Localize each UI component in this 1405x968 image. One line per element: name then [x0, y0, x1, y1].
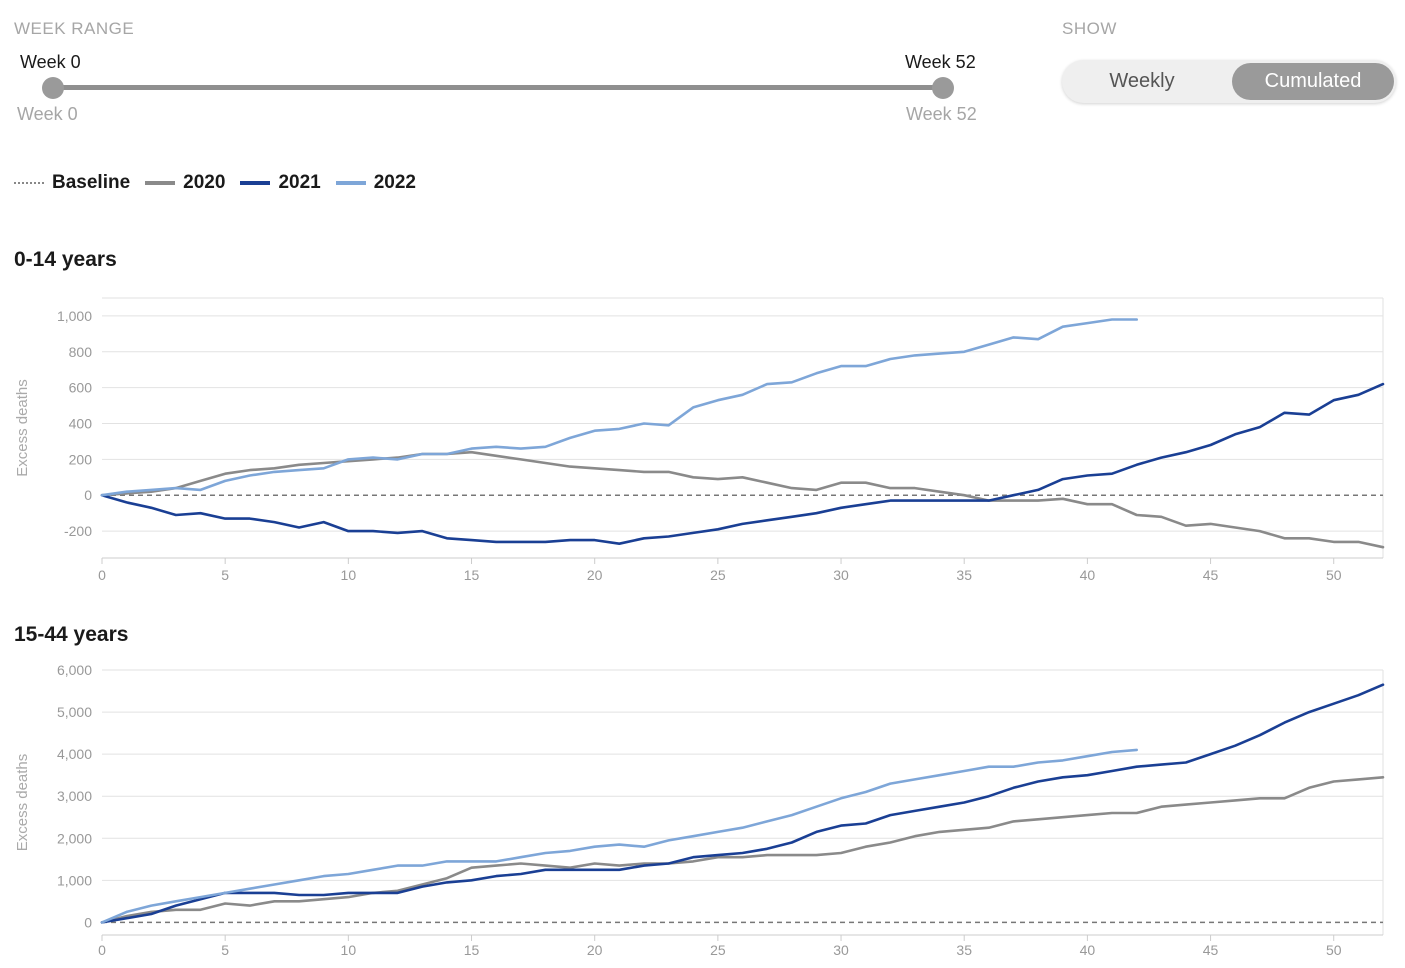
- x-tick-label: 25: [710, 567, 726, 583]
- show-label: SHOW: [1062, 19, 1117, 38]
- chart-title-15-44: 15-44 years: [14, 623, 129, 646]
- x-tick-label: 5: [221, 942, 229, 958]
- week-range-label: WEEK RANGE: [14, 19, 135, 38]
- week-range-start-handle[interactable]: [42, 77, 64, 99]
- legend-swatch-2020: [145, 181, 176, 185]
- y-tick-label: 6,000: [57, 662, 92, 678]
- x-tick-label: 20: [587, 942, 603, 958]
- cumulated-option[interactable]: Cumulated: [1232, 63, 1394, 100]
- legend-swatch-baseline: [14, 182, 44, 184]
- series-line-2022: [100, 318, 1138, 497]
- x-tick-label: 10: [341, 567, 357, 583]
- y-axis-label: Excess deaths: [14, 754, 31, 852]
- x-tick-label: 35: [956, 942, 972, 958]
- x-tick-label: 15: [464, 942, 480, 958]
- legend-label-2022: 2022: [373, 172, 416, 193]
- y-tick-label: 0: [84, 914, 92, 930]
- legend-item-2022: 2022: [335, 172, 416, 194]
- series-line-2020: [100, 776, 1385, 924]
- y-tick-label: 200: [69, 451, 93, 467]
- y-tick-label: 3,000: [57, 788, 92, 804]
- x-tick-label: 0: [98, 942, 106, 958]
- y-tick-label: 1,000: [57, 872, 92, 888]
- slider-start-value: Week 0: [20, 52, 81, 72]
- weekly-option[interactable]: Weekly: [1109, 70, 1175, 92]
- series-line-2021: [100, 382, 1385, 545]
- week-range-end-handle[interactable]: [932, 77, 954, 99]
- x-tick-label: 25: [710, 942, 726, 958]
- legend-swatch-2021: [240, 181, 271, 185]
- x-tick-label: 45: [1203, 942, 1219, 958]
- x-tick-label: 30: [833, 942, 849, 958]
- legend-swatch-2022: [335, 181, 366, 185]
- y-tick-label: 1,000: [57, 308, 92, 324]
- y-tick-label: 0: [84, 487, 92, 503]
- legend-label-2021: 2021: [278, 172, 321, 193]
- y-tick-label: -200: [64, 523, 92, 539]
- series-line-2022: [100, 748, 1138, 924]
- y-tick-label: 800: [69, 344, 93, 360]
- x-tick-label: 45: [1203, 567, 1219, 583]
- y-tick-label: 5,000: [57, 704, 92, 720]
- chart-legend: Baseline 2020 2021 2022: [14, 171, 431, 195]
- slider-end-value: Week 52: [905, 52, 976, 72]
- x-tick-label: 10: [341, 942, 357, 958]
- legend-item-baseline: Baseline: [14, 172, 130, 194]
- legend-label-2020: 2020: [183, 172, 226, 193]
- x-tick-label: 15: [464, 567, 480, 583]
- y-tick-label: 400: [69, 416, 93, 432]
- x-tick-label: 0: [98, 567, 106, 583]
- chart-15-44-years: 0 1,000 2,000 3,000 4,000 5,000 6,000 0 5 10 15 20 2…: [14, 662, 1385, 958]
- x-tick-label: 5: [221, 567, 229, 583]
- slider-min-label: Week 0: [17, 104, 78, 124]
- legend-label-baseline: Baseline: [52, 172, 131, 193]
- legend-item-2021: 2021: [240, 172, 321, 194]
- y-tick-label: 2,000: [57, 830, 92, 846]
- x-tick-label: 20: [587, 567, 603, 583]
- x-tick-label: 50: [1326, 942, 1342, 958]
- x-tick-label: 50: [1326, 567, 1342, 583]
- x-tick-label: 35: [956, 567, 972, 583]
- chart-title-0-14: 0-14 years: [14, 248, 117, 271]
- show-mode-toggle[interactable]: Weekly Cumulated: [1062, 60, 1396, 103]
- chart-0-14-years: -200 0 200 400 600 800 1,000 0 5 10 15 20 25 30 35 40 45…: [14, 297, 1385, 583]
- legend-item-2020: 2020: [145, 172, 225, 194]
- x-tick-label: 40: [1080, 567, 1096, 583]
- y-axis-label: Excess deaths: [14, 379, 31, 477]
- series-line-2021: [100, 683, 1385, 924]
- slider-max-label: Week 52: [906, 104, 977, 124]
- x-tick-label: 30: [833, 567, 849, 583]
- series-line-2020: [100, 450, 1385, 549]
- week-range-slider-track[interactable]: [52, 85, 943, 90]
- x-tick-label: 40: [1080, 942, 1096, 958]
- y-tick-label: 600: [69, 380, 93, 396]
- y-tick-label: 4,000: [57, 746, 92, 762]
